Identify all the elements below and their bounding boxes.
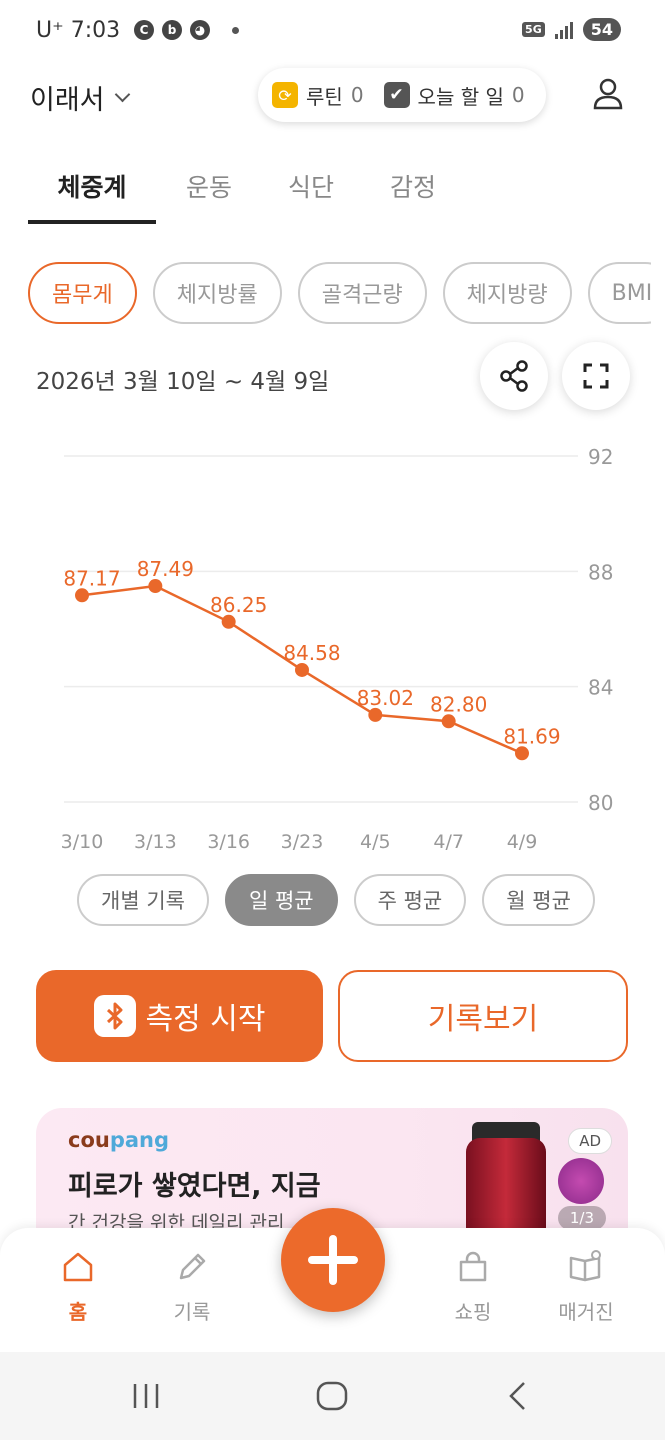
ad-pager: 1/3 — [557, 1206, 606, 1230]
data-point — [515, 746, 529, 761]
battery-indicator: 54 — [582, 18, 621, 41]
x-tick-label: 3/23 — [281, 831, 324, 853]
cat-icon: ◕ — [190, 20, 210, 40]
data-label: 87.17 — [63, 566, 120, 590]
recent-apps-icon[interactable] — [130, 1380, 162, 1412]
nav-record-label: 기록 — [173, 1300, 211, 1324]
nav-home[interactable]: 홈 — [33, 1250, 123, 1325]
view-records-button[interactable]: 기록보기 — [338, 970, 628, 1062]
weight-line-chart: 92 88 84 80 87.17 3/10 87.49 3/13 86.25 3/16 84.58… — [61, 445, 614, 853]
y-tick-label: 84 — [588, 676, 613, 700]
checkbox-icon: ✔ — [383, 82, 410, 108]
shopping-bag-icon — [459, 1251, 487, 1282]
x-tick-label: 3/13 — [134, 831, 177, 853]
back-icon[interactable] — [506, 1380, 530, 1412]
x-tick-label: 4/5 — [360, 831, 391, 853]
nav-magazine-label: 매거진 — [558, 1300, 614, 1324]
home-button-icon[interactable] — [315, 1380, 349, 1412]
expand-icon — [583, 363, 609, 389]
data-point — [441, 714, 456, 729]
nav-shopping[interactable]: 쇼핑 — [428, 1250, 518, 1325]
nav-shopping-label: 쇼핑 — [454, 1300, 492, 1324]
x-tick-label: 3/16 — [207, 831, 250, 853]
b-icon: b — [162, 20, 182, 40]
data-label: 84.58 — [283, 641, 340, 665]
x-tick-label: 4/9 — [507, 831, 538, 853]
magazine-icon — [569, 1250, 601, 1282]
data-label: 83.02 — [357, 686, 414, 710]
date-range: 2026년 3월 10일 ~ 4월 9일 — [36, 369, 330, 395]
share-button[interactable] — [480, 342, 548, 410]
start-measure-button[interactable]: 측정 시작 — [36, 970, 323, 1062]
more-notifications-icon — [232, 26, 239, 34]
nav-home-label: 홈 — [68, 1300, 88, 1324]
chip-weight[interactable]: 몸무게 — [28, 262, 137, 324]
tab-exercise[interactable]: 운동 — [186, 173, 233, 202]
data-point — [368, 707, 383, 722]
system-navigation-bar — [0, 1352, 665, 1440]
ad-badge: AD — [568, 1128, 612, 1154]
home-icon — [63, 1252, 93, 1282]
average-toggles: 개별 기록 일 평균 주 평균 월 평균 — [77, 874, 595, 926]
notification-icons: C b ◕ — [134, 20, 239, 40]
routine-count: 0 — [350, 83, 364, 107]
nav-magazine[interactable]: 매거진 — [541, 1250, 631, 1325]
chip-bmi[interactable]: BMI — [587, 262, 651, 324]
data-point — [148, 579, 163, 594]
start-measure-label: 측정 시작 — [145, 1002, 266, 1037]
repeat-icon: ⟳ — [272, 82, 298, 108]
toggle-individual[interactable]: 개별 기록 — [77, 874, 209, 926]
y-tick-label: 80 — [588, 791, 613, 815]
routine-todo-pill[interactable]: ⟳ 루틴 0 ✔ 오늘 할 일 0 — [258, 68, 546, 122]
user-profile-icon[interactable] — [593, 78, 623, 110]
chip-skeletal-muscle[interactable]: 골격근량 — [297, 262, 427, 324]
ad-headline: 피로가 쌓였다면, 지금 — [68, 1171, 321, 1202]
todo-count: 0 — [511, 83, 525, 107]
y-tick-label: 92 — [588, 445, 613, 469]
toggle-daily-avg[interactable]: 일 평균 — [224, 874, 338, 926]
status-bar: U⁺ 7:03 C b ◕ 5G 54 — [0, 0, 665, 64]
routine-label: 루틴 — [306, 84, 343, 109]
data-label: 82.80 — [430, 692, 487, 716]
category-tabs: 체중계 운동 식단 감정 — [28, 160, 492, 224]
todo-label: 오늘 할 일 — [417, 84, 504, 109]
profile-selector[interactable]: 이래서 — [30, 78, 130, 117]
y-tick-label: 88 — [588, 560, 613, 584]
nav-record[interactable]: 기록 — [147, 1250, 237, 1325]
signal-icon — [554, 21, 573, 39]
metric-chips: 몸무게 체지방률 골격근량 체지방량 BMI — [28, 262, 651, 326]
data-label: 81.69 — [503, 724, 560, 748]
network-badge: 5G — [522, 22, 545, 37]
toggle-monthly-avg[interactable]: 월 평균 — [482, 874, 595, 926]
tab-emotion[interactable]: 감정 — [390, 173, 437, 202]
app-header: 이래서 ⟳ 루틴 0 ✔ 오늘 할 일 0 — [0, 64, 665, 128]
x-tick-label: 4/7 — [433, 831, 464, 853]
data-point — [221, 614, 236, 629]
share-icon — [500, 360, 528, 392]
fullscreen-button[interactable] — [562, 342, 630, 410]
bluetooth-icon — [93, 995, 136, 1037]
chip-body-fat-rate[interactable]: 체지방률 — [152, 262, 282, 324]
data-label: 86.25 — [210, 593, 267, 617]
chip-body-fat-mass[interactable]: 체지방량 — [442, 262, 572, 324]
data-point — [75, 588, 89, 603]
toggle-weekly-avg[interactable]: 주 평균 — [353, 874, 467, 926]
profile-name: 이래서 — [30, 85, 105, 116]
chevron-down-icon — [114, 86, 130, 103]
data-point — [295, 662, 309, 677]
status-time: U⁺ 7:03 — [36, 18, 121, 43]
thistle-flower-image — [558, 1158, 604, 1204]
coupang-logo: coupang — [68, 1128, 170, 1152]
tab-scale[interactable]: 체중계 — [28, 160, 156, 224]
tab-diet[interactable]: 식단 — [288, 173, 335, 202]
c-icon: C — [134, 20, 154, 40]
x-tick-label: 3/10 — [61, 831, 104, 853]
pencil-icon — [179, 1253, 206, 1280]
add-record-fab[interactable] — [281, 1208, 385, 1312]
plus-icon-vertical — [329, 1235, 337, 1285]
data-label: 87.49 — [137, 557, 194, 581]
